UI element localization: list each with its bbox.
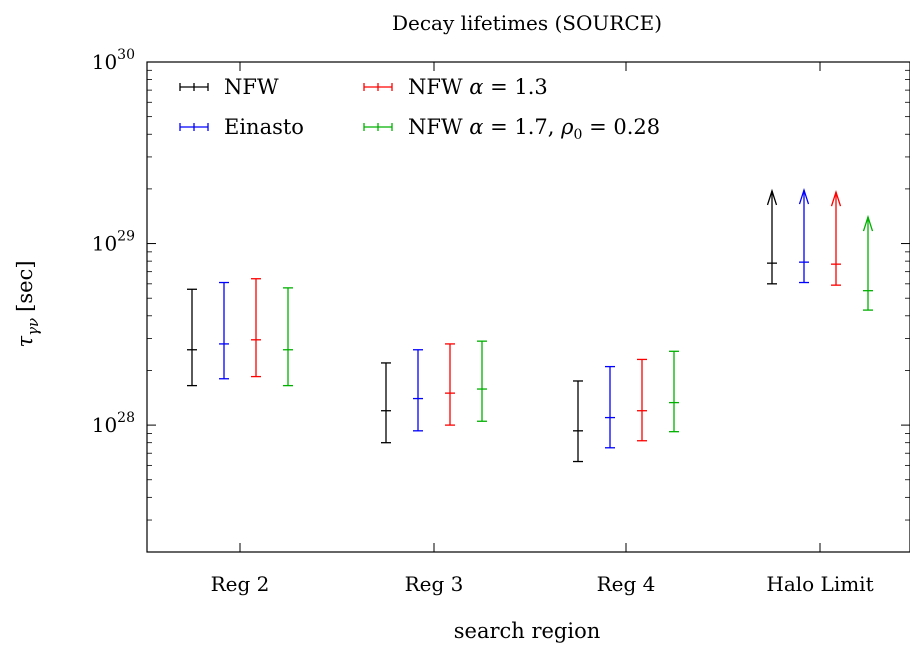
legend: NFW Einasto NFW α = 1.3 NFW α = 1.7, ρ0 = 0… bbox=[179, 75, 660, 143]
legend-label-0: NFW bbox=[224, 75, 279, 99]
legend-label-1: Einasto bbox=[224, 115, 304, 139]
y-tick-label-exponent-0: 28 bbox=[117, 410, 135, 426]
y-tick-label-base-2: 10 bbox=[92, 50, 117, 74]
plot-frame-group bbox=[146, 61, 910, 553]
legend-label-3: NFW α = 1.7, ρ0 = 0.28 bbox=[408, 115, 660, 143]
x-axis-label: search region bbox=[454, 619, 601, 643]
x-tick-label-1: Reg 3 bbox=[405, 572, 464, 596]
plot-frame bbox=[146, 61, 910, 553]
y-axis-label: τγν [sec] bbox=[13, 260, 42, 347]
y-tick-label-base-1: 10 bbox=[92, 232, 117, 256]
legend-label-2: NFW α = 1.3 bbox=[408, 75, 548, 99]
x-tick-label-0: Reg 2 bbox=[211, 572, 270, 596]
x-tick-label-2: Reg 4 bbox=[597, 572, 656, 596]
y-tick-label-exponent-1: 29 bbox=[117, 229, 135, 245]
y-axis-label-subscript: γν bbox=[24, 318, 42, 336]
lower-limit-arrow-s3-c3 bbox=[862, 214, 874, 232]
lower-limit-arrow-s1-c3 bbox=[798, 187, 810, 205]
y-tick-label-base-0: 10 bbox=[92, 413, 117, 437]
y-tick-label-exponent-2: 30 bbox=[117, 47, 135, 63]
y-tick-label-1: 1029 bbox=[92, 229, 135, 256]
chart-title: Decay lifetimes (SOURCE) bbox=[392, 11, 662, 35]
x-tick-label-3: Halo Limit bbox=[766, 572, 873, 596]
lower-limit-arrow-s2-c3 bbox=[830, 189, 842, 207]
y-tick-label-0: 1028 bbox=[92, 410, 135, 437]
error-bars-group bbox=[187, 187, 874, 463]
y-axis-label-unit: [sec] bbox=[13, 260, 37, 311]
y-axis-label-symbol: τ bbox=[13, 336, 37, 348]
lower-limit-arrow-s0-c3 bbox=[766, 188, 778, 206]
y-tick-label-2: 1030 bbox=[92, 47, 135, 74]
